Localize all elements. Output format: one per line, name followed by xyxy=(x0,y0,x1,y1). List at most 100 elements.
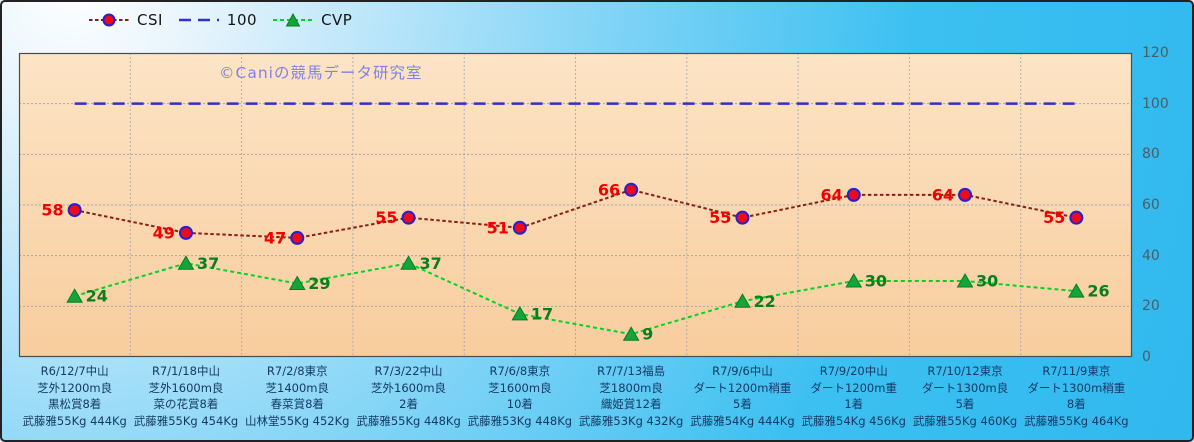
data-label-csi: 55 xyxy=(709,208,731,227)
x-label: R7/7/13福島 芝1800m良 織姫賞12着武藤雅53Kg 432Kg xyxy=(575,363,686,429)
data-label-cvp: 30 xyxy=(865,272,887,291)
plot-area: ©Caniの競馬データ研究室 58 49 47 55 51 66 55 64 64 55 24 37 29… xyxy=(18,52,1133,358)
x-label-line: 織姫賞12着 xyxy=(600,397,662,411)
x-label-line: 武藤雅55Kg 444Kg xyxy=(22,413,127,428)
cvp-point-marker xyxy=(177,255,195,270)
legend-swatch-100-icon xyxy=(178,18,219,22)
x-label-line: ダート1300m稍重 xyxy=(1027,380,1126,395)
x-label: R7/11/9東京 ダート1300m稍重 8着 武藤雅55Kg 464Kg xyxy=(1021,363,1132,429)
cvp-point-marker xyxy=(845,272,863,288)
x-label-line: 1着 xyxy=(844,397,864,411)
csi-point-marker xyxy=(290,230,305,245)
data-label-csi: 64 xyxy=(932,185,954,204)
x-label-line: 10着 xyxy=(506,397,533,411)
data-label-cvp: 37 xyxy=(420,254,442,273)
data-label-csi: 58 xyxy=(41,201,63,220)
x-label-line: ダート1200m稍重 xyxy=(693,380,792,395)
x-label-line: 武藤雅53Kg 432Kg xyxy=(578,413,684,428)
x-label-line: 武藤雅55Kg 464Kg xyxy=(1024,413,1129,428)
x-label: R7/9/20中山 ダート1200m重 1着 武藤雅54Kg 456Kg xyxy=(798,363,909,429)
x-label-line: 芝1800m良 xyxy=(599,380,663,395)
cvp-point-marker xyxy=(288,275,306,291)
data-label-cvp: 29 xyxy=(308,274,330,293)
x-label-line: 5着 xyxy=(955,397,975,411)
csi-point-marker xyxy=(178,225,193,240)
data-label-cvp: 24 xyxy=(86,287,108,306)
legend-triangle-marker-icon xyxy=(285,12,301,27)
series-line-csi xyxy=(74,188,1077,239)
x-label-line: R7/7/13福島 xyxy=(597,364,666,378)
data-label-csi: 49 xyxy=(153,223,175,242)
x-label-line: 武藤雅55Kg 460Kg xyxy=(912,413,1018,428)
x-label: R7/6/8東京 芝1600m良 10着 武藤雅53Kg 448Kg xyxy=(464,363,575,429)
legend-item-100: 100 xyxy=(178,11,257,29)
data-label-cvp: 37 xyxy=(197,254,219,273)
x-label-line: R7/9/20中山 xyxy=(819,364,888,378)
data-label-csi: 47 xyxy=(264,228,286,247)
csi-point-marker xyxy=(735,210,750,225)
x-label-line: R7/9/6中山 xyxy=(712,364,773,378)
y-tick-label: 80 xyxy=(1142,146,1160,163)
data-label-cvp: 17 xyxy=(531,304,553,323)
x-label-line: 黒松賞8着 xyxy=(47,397,102,411)
x-label-line: 武藤雅53Kg 448Kg xyxy=(467,413,573,428)
y-tick-label: 20 xyxy=(1142,298,1160,315)
x-label-line: R7/1/18中山 xyxy=(151,364,220,378)
data-label-cvp: 9 xyxy=(642,325,653,344)
legend-label: 100 xyxy=(226,11,258,29)
csi-point-marker xyxy=(401,210,416,225)
data-label-csi: 64 xyxy=(820,185,842,204)
x-label-line: 芝1400m良 xyxy=(265,380,329,395)
data-label-csi: 51 xyxy=(487,218,509,237)
data-label-cvp: 30 xyxy=(976,272,998,291)
x-label-line: 武藤雅54Kg 444Kg xyxy=(690,413,795,428)
csi-point-marker xyxy=(624,182,639,197)
x-label-line: 5着 xyxy=(733,397,752,411)
y-tick-label: 40 xyxy=(1142,247,1160,264)
plot-border xyxy=(18,52,1133,358)
x-label-line: ダート1200m重 xyxy=(810,380,897,395)
csi-point-marker xyxy=(512,220,527,235)
cvp-point-marker xyxy=(956,272,974,288)
legend-swatch-csi-icon xyxy=(89,13,129,27)
x-label: R7/2/8東京 芝1400m良 春菜賞8着山林堂55Kg 452Kg xyxy=(242,363,353,429)
y-axis: 0 20 40 60 80 100 120 xyxy=(1142,2,1192,440)
cvp-point-marker xyxy=(734,293,751,308)
csi-point-marker xyxy=(846,187,861,202)
csi-point-marker xyxy=(1069,210,1084,225)
legend-item-cvp: CVP xyxy=(272,11,352,29)
x-label-line: R6/12/7中山 xyxy=(40,364,109,378)
x-label: R7/10/12東京 ダート1300m良 5着 武藤雅55Kg 460Kg xyxy=(909,363,1020,429)
legend-label: CVP xyxy=(321,11,353,29)
x-label-line: R7/2/8東京 xyxy=(266,364,328,378)
x-label-line: 山林堂55Kg 452Kg xyxy=(245,413,350,428)
x-label-line: ダート1300m良 xyxy=(921,380,1009,395)
x-label-line: R7/3/22中山 xyxy=(374,364,443,378)
csi-point-marker xyxy=(67,203,82,218)
cvp-point-marker xyxy=(1067,283,1085,298)
x-label-line: 武藤雅55Kg 454Kg xyxy=(133,413,239,428)
cvp-point-marker xyxy=(511,305,529,321)
x-label-line: 春菜賞8着 xyxy=(270,397,324,411)
csi-point-marker xyxy=(958,187,973,202)
cvp-point-marker xyxy=(622,326,640,341)
data-label-cvp: 22 xyxy=(753,292,775,311)
data-label-cvp: 26 xyxy=(1087,282,1109,301)
x-label-line: 武藤雅55Kg 448Kg xyxy=(356,413,461,428)
x-label: R6/12/7中山 芝外1200m良 黒松賞8着武藤雅55Kg 444Kg xyxy=(19,363,130,429)
legend-circle-marker-icon xyxy=(102,13,116,27)
cvp-point-marker xyxy=(66,288,84,303)
x-label-line: R7/11/9東京 xyxy=(1042,364,1111,378)
series-line-cvp xyxy=(74,262,1077,336)
y-tick-label: 100 xyxy=(1142,95,1169,112)
x-label: R7/9/6中山ダート1200m稍重 5着武藤雅54Kg 444Kg xyxy=(687,363,798,429)
x-label-line: 芝1600m良 xyxy=(488,380,552,395)
watermark: ©Caniの競馬データ研究室 xyxy=(219,63,422,82)
x-label-line: 芝外1200m良 xyxy=(37,380,113,395)
data-label-csi: 55 xyxy=(375,208,397,227)
x-label-line: 2着 xyxy=(399,397,418,411)
legend-swatch-cvp-icon xyxy=(273,12,314,27)
chart-legend: CSI 100 CVP xyxy=(88,9,352,31)
x-label-line: 菜の花賞8着 xyxy=(153,397,219,411)
